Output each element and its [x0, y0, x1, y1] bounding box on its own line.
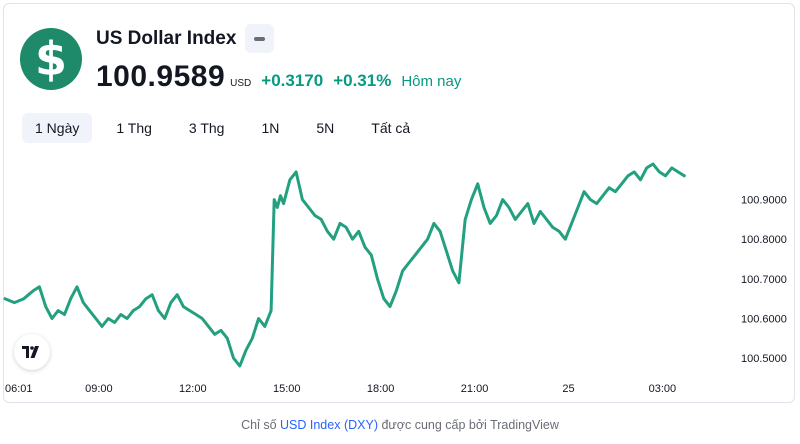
x-tick-label: 21:00	[461, 383, 489, 395]
x-tick-label: 15:00	[273, 383, 301, 395]
x-tick-label: 25	[562, 383, 574, 395]
price-line	[3, 162, 686, 368]
x-tick-label: 03:00	[649, 383, 677, 395]
tab-range-5[interactable]: Tất cả	[371, 120, 411, 136]
range-tabs: 1 Ngày 1 Thg 3 Thg 1N 5N Tất cả	[22, 113, 434, 143]
minus-button[interactable]	[245, 24, 274, 53]
minus-icon	[254, 36, 265, 41]
period-label: Hôm nay	[401, 73, 462, 90]
tab-range-4[interactable]: 5N	[316, 120, 335, 136]
x-tick-label: 18:00	[367, 383, 395, 395]
currency-label: USD	[230, 78, 252, 89]
attribution-footer: Chỉ số USD Index (DXY) được cung cấp bởi…	[0, 418, 800, 432]
tab-range-1[interactable]: 1 Thg	[116, 120, 152, 136]
current-price: 100.9589	[96, 60, 226, 93]
price-row: 100.9589 USD +0.3170 +0.31% Hôm nay	[96, 60, 461, 94]
x-tick-label: 12:00	[179, 383, 207, 395]
tradingview-logo-icon[interactable]	[14, 334, 50, 370]
tradingview-logo-glyph	[22, 346, 39, 358]
change-percent: +0.31%	[333, 71, 392, 90]
footer-link-dxy[interactable]: (DXY)	[343, 418, 378, 432]
tab-range-0[interactable]: 1 Ngày	[22, 113, 93, 143]
footer-mid: được cung cấp bởi	[377, 418, 491, 432]
logo-glyph: $	[34, 32, 67, 86]
x-tick-label: 09:00	[85, 383, 113, 395]
tab-range-2[interactable]: 3 Thg	[188, 120, 225, 136]
footer-prefix: Chỉ số	[241, 418, 281, 432]
footer-provider[interactable]: TradingView	[490, 418, 559, 432]
tab-range-3[interactable]: 1N	[261, 120, 280, 136]
y-tick-label: 100.7000	[741, 274, 787, 286]
y-tick-label: 100.5000	[741, 353, 787, 365]
change-absolute: +0.3170	[261, 71, 324, 90]
footer-link-usd-index[interactable]: USD Index	[280, 418, 341, 432]
y-tick-label: 100.9000	[741, 195, 787, 207]
y-tick-label: 100.6000	[741, 313, 787, 325]
dollar-logo-icon: $	[20, 28, 82, 90]
widget-card	[3, 3, 795, 403]
symbol-title[interactable]: US Dollar Index	[96, 28, 237, 49]
x-tick-label: 06:01	[5, 383, 33, 395]
y-tick-label: 100.8000	[741, 234, 787, 246]
